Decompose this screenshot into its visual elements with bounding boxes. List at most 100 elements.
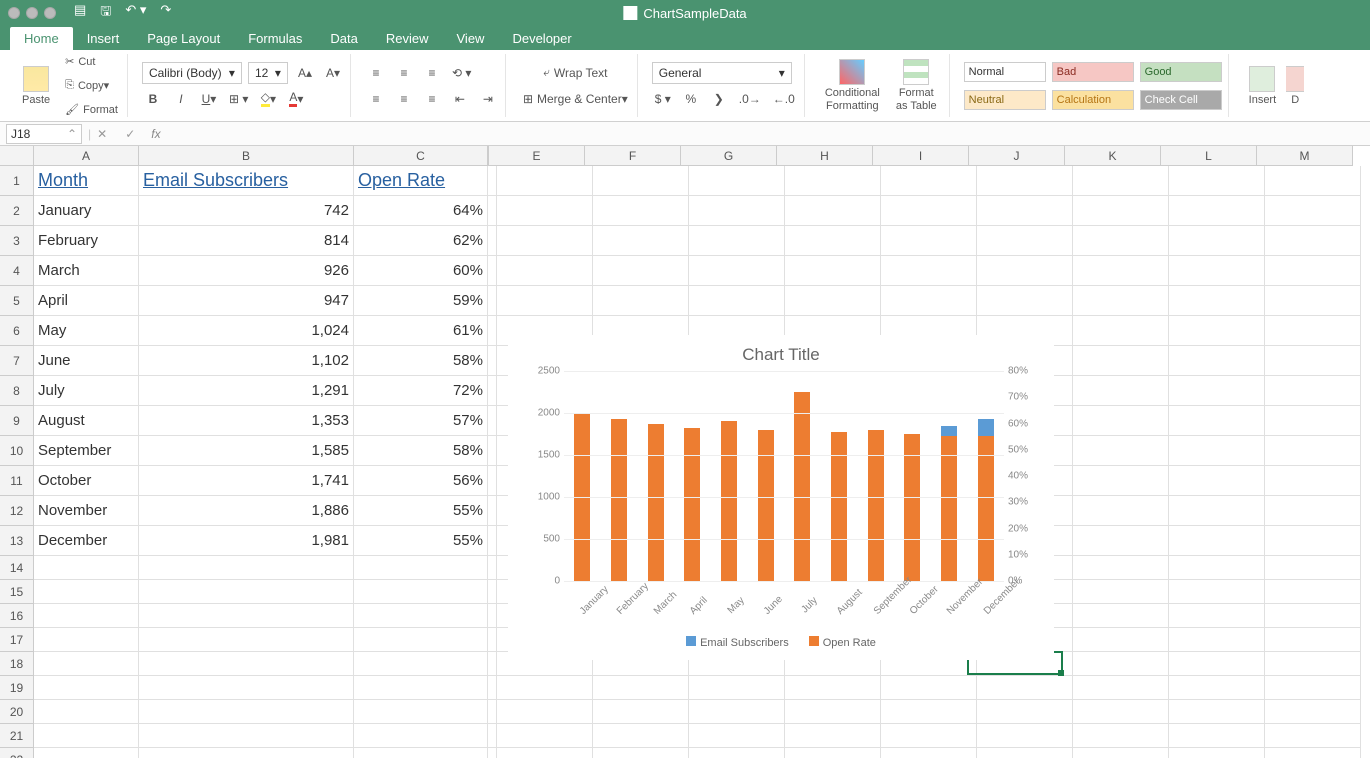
- cell[interactable]: [488, 466, 497, 496]
- cell[interactable]: September: [34, 436, 139, 466]
- cell[interactable]: [1265, 652, 1361, 676]
- align-mid-button[interactable]: ≡: [393, 62, 415, 84]
- cell[interactable]: [1073, 406, 1169, 436]
- cell[interactable]: [488, 226, 497, 256]
- cell[interactable]: [1073, 580, 1169, 604]
- row-header-19[interactable]: 19: [0, 676, 34, 700]
- cell[interactable]: [1265, 724, 1361, 748]
- cell[interactable]: [488, 652, 497, 676]
- cell[interactable]: [785, 676, 881, 700]
- cell[interactable]: [497, 676, 593, 700]
- cell[interactable]: [1073, 748, 1169, 758]
- row-header-7[interactable]: 7: [0, 346, 34, 376]
- cell[interactable]: [977, 226, 1073, 256]
- cell[interactable]: October: [34, 466, 139, 496]
- cell[interactable]: [1169, 196, 1265, 226]
- cell[interactable]: [881, 166, 977, 196]
- cell[interactable]: [488, 406, 497, 436]
- cell[interactable]: [1169, 748, 1265, 758]
- cell[interactable]: [488, 700, 497, 724]
- cell[interactable]: [488, 580, 497, 604]
- cell[interactable]: [1073, 496, 1169, 526]
- cell[interactable]: [881, 748, 977, 758]
- cell[interactable]: [488, 316, 497, 346]
- cell[interactable]: [689, 166, 785, 196]
- cell[interactable]: [1265, 628, 1361, 652]
- cell[interactable]: [1169, 628, 1265, 652]
- cell[interactable]: [354, 580, 488, 604]
- cell[interactable]: June: [34, 346, 139, 376]
- name-box[interactable]: J18⌃: [6, 124, 82, 144]
- select-all-corner[interactable]: [0, 146, 34, 166]
- save2-icon[interactable]: 🖫: [100, 2, 111, 24]
- cell[interactable]: [1169, 346, 1265, 376]
- fx-label[interactable]: fx: [151, 127, 160, 141]
- cell[interactable]: 1,886: [139, 496, 354, 526]
- cell[interactable]: [785, 166, 881, 196]
- cell[interactable]: November: [34, 496, 139, 526]
- cell[interactable]: 947: [139, 286, 354, 316]
- cell[interactable]: [1265, 256, 1361, 286]
- col-header-J[interactable]: J: [969, 146, 1065, 166]
- cell[interactable]: [1169, 406, 1265, 436]
- cell[interactable]: [1265, 496, 1361, 526]
- cell[interactable]: [977, 166, 1073, 196]
- cell[interactable]: [1073, 700, 1169, 724]
- cell[interactable]: 1,981: [139, 526, 354, 556]
- cell[interactable]: [1073, 346, 1169, 376]
- cell[interactable]: [689, 286, 785, 316]
- minimize-btn[interactable]: [26, 7, 38, 19]
- cell[interactable]: [1169, 466, 1265, 496]
- cell[interactable]: [593, 676, 689, 700]
- confirm-fx-icon[interactable]: ✓: [125, 127, 135, 141]
- increase-font-button[interactable]: A▴: [294, 62, 316, 84]
- cell[interactable]: 1,741: [139, 466, 354, 496]
- cell[interactable]: [497, 226, 593, 256]
- cell[interactable]: [1169, 496, 1265, 526]
- col-header-L[interactable]: L: [1161, 146, 1257, 166]
- cell[interactable]: [1265, 580, 1361, 604]
- cell[interactable]: [881, 700, 977, 724]
- cell[interactable]: [488, 256, 497, 286]
- undo-icon[interactable]: ↶ ▾: [125, 2, 146, 24]
- redo-icon[interactable]: ↷: [160, 2, 171, 24]
- cell[interactable]: [689, 196, 785, 226]
- cell[interactable]: January: [34, 196, 139, 226]
- col-header-A[interactable]: A: [34, 146, 139, 166]
- cell[interactable]: [785, 256, 881, 286]
- cell[interactable]: 742: [139, 196, 354, 226]
- cell[interactable]: [977, 286, 1073, 316]
- cell[interactable]: [689, 724, 785, 748]
- cell[interactable]: [488, 436, 497, 466]
- cell[interactable]: [354, 628, 488, 652]
- orientation-button[interactable]: ⟲ ▾: [449, 62, 474, 84]
- cell[interactable]: [1073, 604, 1169, 628]
- cell[interactable]: [488, 196, 497, 226]
- col-header-F[interactable]: F: [585, 146, 681, 166]
- cell[interactable]: [689, 256, 785, 286]
- cell[interactable]: [139, 628, 354, 652]
- spreadsheet-grid[interactable]: ABCEFGHIJKLM 123456789101112131415161718…: [0, 146, 1370, 758]
- cell[interactable]: 55%: [354, 496, 488, 526]
- row-header-16[interactable]: 16: [0, 604, 34, 628]
- cell[interactable]: [139, 724, 354, 748]
- cell[interactable]: [977, 196, 1073, 226]
- tab-data[interactable]: Data: [316, 27, 371, 50]
- style-calc[interactable]: Calculation: [1052, 90, 1134, 110]
- cell[interactable]: [689, 748, 785, 758]
- cell[interactable]: [977, 724, 1073, 748]
- row-header-10[interactable]: 10: [0, 436, 34, 466]
- cell[interactable]: [1265, 676, 1361, 700]
- cell[interactable]: [34, 724, 139, 748]
- cell[interactable]: [689, 226, 785, 256]
- cell[interactable]: [689, 676, 785, 700]
- cell[interactable]: [1169, 286, 1265, 316]
- cell[interactable]: [1073, 676, 1169, 700]
- align-center-button[interactable]: ≡: [393, 88, 415, 110]
- style-check[interactable]: Check Cell: [1140, 90, 1222, 110]
- cell[interactable]: [34, 652, 139, 676]
- row-header-2[interactable]: 2: [0, 196, 34, 226]
- zoom-btn[interactable]: [44, 7, 56, 19]
- style-neutral[interactable]: Neutral: [964, 90, 1046, 110]
- cell[interactable]: July: [34, 376, 139, 406]
